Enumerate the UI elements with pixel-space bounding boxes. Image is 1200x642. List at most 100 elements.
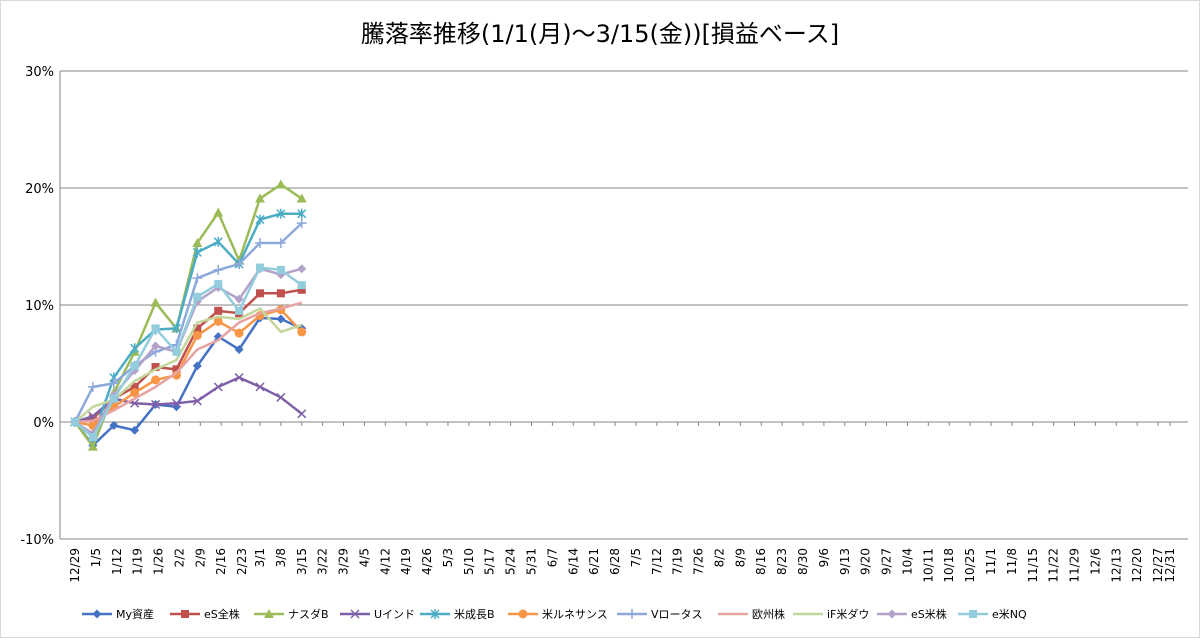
legend-marker [181,610,189,618]
data-point [130,343,140,354]
x-tick-label: 7/5 [629,548,643,567]
data-point [276,265,285,274]
data-point [172,347,181,356]
data-point [213,207,224,217]
data-point [276,392,286,402]
data-point [87,381,98,392]
x-tick-label: 11/15 [1026,548,1040,583]
x-tick-label: 10/25 [963,548,977,583]
x-tick-label: 12/27 [1151,548,1165,583]
data-point [213,264,224,275]
data-point [297,327,307,337]
legend-item: 米成長B [420,608,495,621]
x-tick-label: 1/5 [89,548,103,567]
x-tick-label: 12/20 [1130,548,1144,583]
x-tick-label: 9/13 [838,548,852,575]
legend-label: ナスダB [288,607,329,621]
x-tick-label: 4/12 [378,548,392,575]
data-point [172,365,181,374]
data-point [276,208,286,219]
x-tick-label: 1/12 [110,548,124,575]
legend-item: 米ルネサンス [508,608,608,621]
x-tick-label: 9/20 [859,548,873,575]
x-tick-label: 4/26 [420,548,434,575]
series-line [74,212,302,439]
legend-label: 米成長B [454,608,495,621]
legend-item: eS全株 [170,607,240,621]
x-tick-label: 2/2 [172,548,186,567]
x-tick-label: 10/18 [942,548,956,583]
data-point [109,394,118,403]
data-point [192,330,202,340]
chart-title: 騰落率推移(1/1(月)～3/15(金))[損益ベース] [361,20,839,48]
data-point [151,399,161,409]
x-tick-label: 2/23 [235,548,249,575]
data-point [193,292,202,301]
legend-item: iF米ダウ [793,607,869,621]
legend-item: e米NQ [958,608,1027,621]
x-tick-label: 11/8 [1005,548,1019,575]
data-point [130,361,139,370]
legend-item: Vロータス [617,608,703,621]
data-point [214,306,223,315]
x-tick-label: 5/3 [441,548,455,567]
series-11 [71,263,306,442]
x-tick-label: 3/29 [337,548,351,575]
x-tick-label: 11/1 [984,548,998,575]
data-point [192,237,203,247]
data-point [275,179,286,189]
legend-label: eS米株 [911,607,947,621]
x-tick-label: 11/22 [1047,548,1061,583]
x-tick-label: 4/19 [399,548,413,575]
legend: My資産 eS全株 ナスダB Uインド 米成長B 米ルネサンス Vロータス 欧州株 iF米ダウ e… [82,607,1027,621]
legend-item: My資産 [82,608,154,621]
x-tick-label: 12/13 [1109,548,1123,583]
x-tick-label: 5/24 [504,548,518,575]
x-tick-label: 12/29 [68,548,82,583]
x-tick-label: 1/19 [131,548,145,575]
x-tick-label: 1/26 [152,548,166,575]
x-tick-label: 3/22 [316,548,330,575]
x-tick-label: 10/11 [921,548,935,583]
data-point [297,409,307,419]
legend-item: ナスダB [254,607,329,621]
legend-label: iF米ダウ [827,607,869,621]
data-point [192,247,202,258]
series-group [70,179,307,451]
data-point [151,375,161,385]
y-tick-label: 20% [25,182,54,197]
y-tick-label: 0% [33,416,54,431]
data-point [151,324,160,333]
x-tick-label: 5/17 [483,548,497,575]
data-point [151,341,161,351]
data-point [171,398,181,408]
legend-marker [430,609,440,619]
axes: -10% 0% 10% 20% 30% 12/29 1/5 1/12 1/19 1/26 2/2 2/… [20,65,1188,583]
x-tick-label: 6/14 [566,548,580,575]
data-point [71,418,79,426]
data-point [296,218,307,229]
x-tick-label: 7/19 [671,548,685,575]
legend-item: 欧州株 [718,607,785,621]
x-tick-label: 11/29 [1068,548,1082,583]
data-point [297,208,307,219]
legend-label: e米NQ [992,608,1027,621]
legend-marker [92,609,102,619]
data-point [275,237,286,248]
x-tick-label: 3/15 [295,548,309,575]
x-tick-label: 5/31 [524,548,538,575]
data-point [130,425,140,435]
y-tick-label: 10% [25,299,54,314]
data-point [255,263,264,272]
data-point [109,421,119,431]
x-tick-label: 4/5 [357,548,371,567]
legend-label: My資産 [116,608,154,621]
x-tick-label: 2/9 [193,548,207,567]
data-point [255,289,264,298]
data-point [297,285,306,294]
data-point [213,236,223,247]
data-point [171,323,181,334]
data-point [234,328,244,338]
data-point [276,314,286,324]
